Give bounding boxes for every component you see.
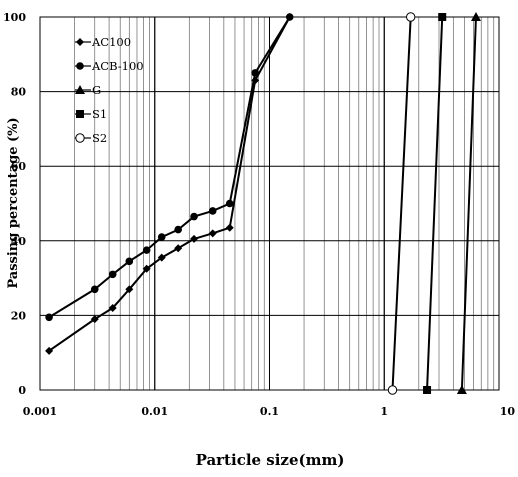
data-point	[142, 264, 151, 273]
y-axis-ticks: 0 20 40 60 80 100	[3, 11, 26, 397]
series-line	[426, 16, 444, 391]
y-axis-title: Passing percentage (%)	[6, 117, 21, 288]
legend-item: S2	[75, 131, 107, 145]
series-ac100	[45, 13, 294, 355]
y-tick-label: 20	[11, 309, 27, 322]
y-tick-label: 100	[3, 11, 26, 24]
series-line	[391, 16, 412, 391]
data-point	[470, 12, 481, 21]
legend-marker	[76, 62, 84, 70]
grid	[39, 16, 500, 391]
legend-marker	[75, 133, 85, 143]
data-point	[45, 313, 53, 322]
x-tick-label: 0.01	[141, 405, 168, 418]
data-point	[157, 233, 166, 241]
data-point	[190, 234, 199, 243]
legend: AC100 ACB-100 G S1 S2	[75, 35, 144, 145]
y-tick-label: 80	[11, 86, 27, 99]
data-point	[387, 385, 398, 395]
legend-marker	[76, 110, 84, 118]
x-axis-ticks: 0.001 0.01 0.1 1 10	[23, 405, 516, 418]
legend-label: AC100	[91, 35, 131, 49]
series-s2	[387, 12, 416, 395]
legend-label: G	[92, 83, 101, 97]
data-point	[174, 225, 182, 234]
data-point	[285, 13, 294, 21]
legend-label: S1	[92, 107, 107, 121]
x-tick-label: 1	[380, 405, 388, 418]
series-line	[48, 16, 291, 319]
data-point	[125, 257, 134, 266]
x-tick-label: 0.1	[260, 405, 279, 418]
data-point	[125, 285, 134, 294]
data-point	[45, 346, 54, 355]
data-point	[225, 223, 234, 232]
legend-item: AC100	[75, 35, 131, 49]
series-line	[460, 16, 477, 391]
y-tick-label: 40	[11, 235, 27, 248]
series-layer	[45, 12, 481, 395]
legend-label: ACB-100	[91, 59, 144, 73]
x-axis-title: Particle size(mm)	[196, 451, 345, 469]
legend-item: G	[75, 83, 101, 97]
y-tick-label: 0	[18, 384, 26, 397]
data-point	[225, 199, 234, 208]
data-point	[108, 303, 117, 312]
legend-marker	[75, 85, 85, 94]
data-point	[456, 385, 467, 394]
legend-marker	[76, 38, 84, 46]
series-g	[456, 12, 481, 394]
legend-item: ACB-100	[75, 59, 144, 73]
data-point	[251, 69, 259, 77]
data-point	[208, 229, 217, 238]
data-point	[174, 244, 183, 253]
plot-frame	[39, 16, 500, 391]
series-s1	[423, 13, 447, 394]
data-point	[142, 246, 151, 254]
x-tick-label: 10	[500, 405, 516, 418]
data-point	[157, 253, 166, 262]
data-point	[438, 13, 447, 21]
data-point	[90, 315, 99, 324]
data-point	[208, 207, 217, 215]
data-point	[405, 12, 416, 22]
series-line	[48, 16, 291, 352]
x-tick-label: 0.001	[23, 405, 57, 418]
data-point	[108, 270, 117, 279]
legend-label: S2	[92, 131, 107, 145]
legend-item: S1	[75, 107, 107, 121]
data-point	[90, 285, 99, 294]
series-acb-100	[45, 13, 294, 322]
data-point	[423, 386, 432, 394]
y-tick-label: 60	[11, 160, 27, 173]
data-point	[190, 212, 198, 221]
